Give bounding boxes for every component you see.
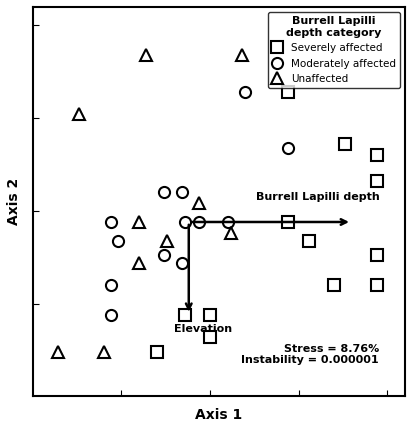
X-axis label: Axis 1: Axis 1 (195, 408, 243, 422)
Text: Elevation: Elevation (174, 324, 232, 334)
Y-axis label: Axis 2: Axis 2 (7, 178, 21, 225)
Text: Stress = 8.76%
Instability = 0.000001: Stress = 8.76% Instability = 0.000001 (241, 344, 379, 365)
Legend: Severely affected, Moderately affected, Unaffected: Severely affected, Moderately affected, … (268, 12, 400, 88)
Text: Burrell Lapilli depth: Burrell Lapilli depth (256, 192, 380, 202)
